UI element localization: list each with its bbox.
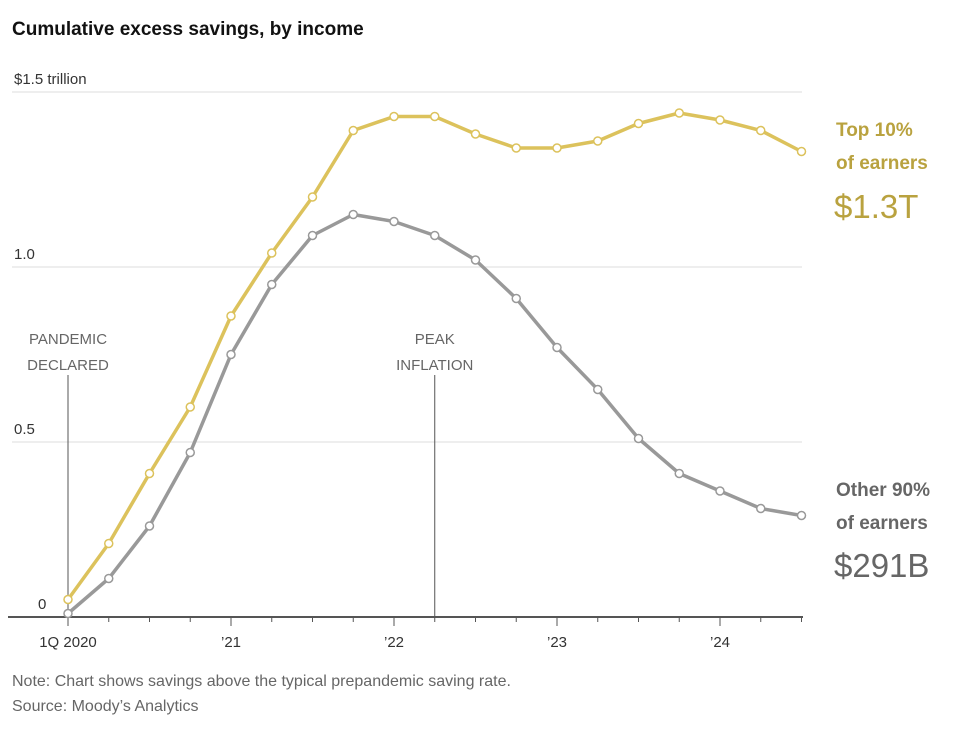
other-label-line2: of earners <box>836 513 928 534</box>
x-tick-label: ’24 <box>710 634 730 651</box>
data-point <box>307 192 318 202</box>
x-tick-label: 1Q 2020 <box>39 634 97 651</box>
top-value: $1.3T <box>834 188 918 225</box>
annotation-label: PANDEMIC <box>29 331 107 348</box>
data-point <box>63 594 73 605</box>
top-label-line2: of earners <box>836 153 928 174</box>
annotation-label: INFLATION <box>396 357 473 374</box>
data-point <box>593 384 603 395</box>
data-point <box>796 146 807 157</box>
data-point <box>633 433 644 444</box>
y-tick-label: $1.5 trillion <box>14 71 87 88</box>
data-point <box>756 503 766 514</box>
data-point <box>348 125 358 136</box>
other-label-line1: Other 90% <box>836 480 930 501</box>
chart-source: Source: Moody’s Analytics <box>12 698 198 715</box>
data-point <box>430 111 440 122</box>
data-point <box>389 111 399 122</box>
data-point <box>756 125 766 136</box>
data-point <box>348 209 358 220</box>
data-point <box>63 608 73 619</box>
data-point <box>715 486 725 496</box>
data-point <box>593 136 603 146</box>
data-point <box>185 447 195 458</box>
data-point <box>185 402 195 412</box>
chart-title: Cumulative excess savings, by income <box>12 19 364 40</box>
data-point <box>470 255 481 265</box>
top-label-line1: Top 10% <box>836 120 913 141</box>
data-point <box>104 573 114 584</box>
data-point <box>267 279 277 290</box>
data-point <box>511 293 521 304</box>
data-point <box>226 311 236 321</box>
data-point <box>144 521 155 531</box>
data-point <box>674 468 684 479</box>
data-point <box>104 538 114 549</box>
y-tick-label: 0.5 <box>14 421 35 438</box>
data-point <box>389 216 399 227</box>
annotation-label: PEAK <box>415 331 455 348</box>
x-tick-label: ’23 <box>547 634 567 651</box>
data-point <box>715 115 725 125</box>
data-point <box>470 129 481 139</box>
data-point <box>267 248 277 258</box>
y-tick-label: 1.0 <box>14 246 35 263</box>
data-point <box>552 342 562 353</box>
x-tick-label: ’21 <box>221 634 241 651</box>
x-tick-label: ’22 <box>384 634 404 651</box>
other-value: $291B <box>834 547 929 584</box>
data-point <box>226 349 236 360</box>
chart-note: Note: Chart shows savings above the typi… <box>12 673 511 690</box>
data-point <box>552 143 562 153</box>
data-point <box>633 118 644 129</box>
data-point <box>796 510 807 521</box>
data-point <box>430 230 440 241</box>
data-point <box>674 108 684 118</box>
data-point <box>144 468 155 479</box>
annotation-label: DECLARED <box>27 357 109 374</box>
data-point <box>511 143 521 153</box>
y-tick-label: 0 <box>38 596 46 613</box>
data-point <box>307 230 318 241</box>
